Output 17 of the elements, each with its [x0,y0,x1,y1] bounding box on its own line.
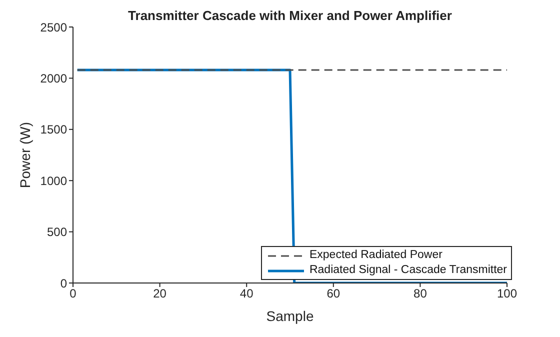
x-tick-label: 20 [153,286,167,301]
y-tick-label: 0 [60,276,68,290]
legend-label: Radiated Signal - Cascade Transmitter [309,263,507,278]
x-tick-label: 40 [240,286,254,301]
x-tick-label: 80 [414,286,428,301]
chart-title: Transmitter Cascade with Mixer and Power Amplifier [127,8,453,23]
x-axis-title: Sample [266,308,314,324]
y-tick-label: 500 [46,225,68,240]
y-axis-title: Power (W) [16,122,33,188]
y-tick-label: 1500 [40,122,68,137]
y-tick-label: 2000 [40,71,68,86]
x-tick-label: 100 [496,286,518,301]
legend-label: Expected Radiated Power [309,248,442,263]
x-tick-label: 0 [70,286,77,301]
y-tick-label: 2500 [40,20,68,34]
x-tick-label: 60 [326,286,340,301]
y-tick-label: 1000 [40,174,68,188]
